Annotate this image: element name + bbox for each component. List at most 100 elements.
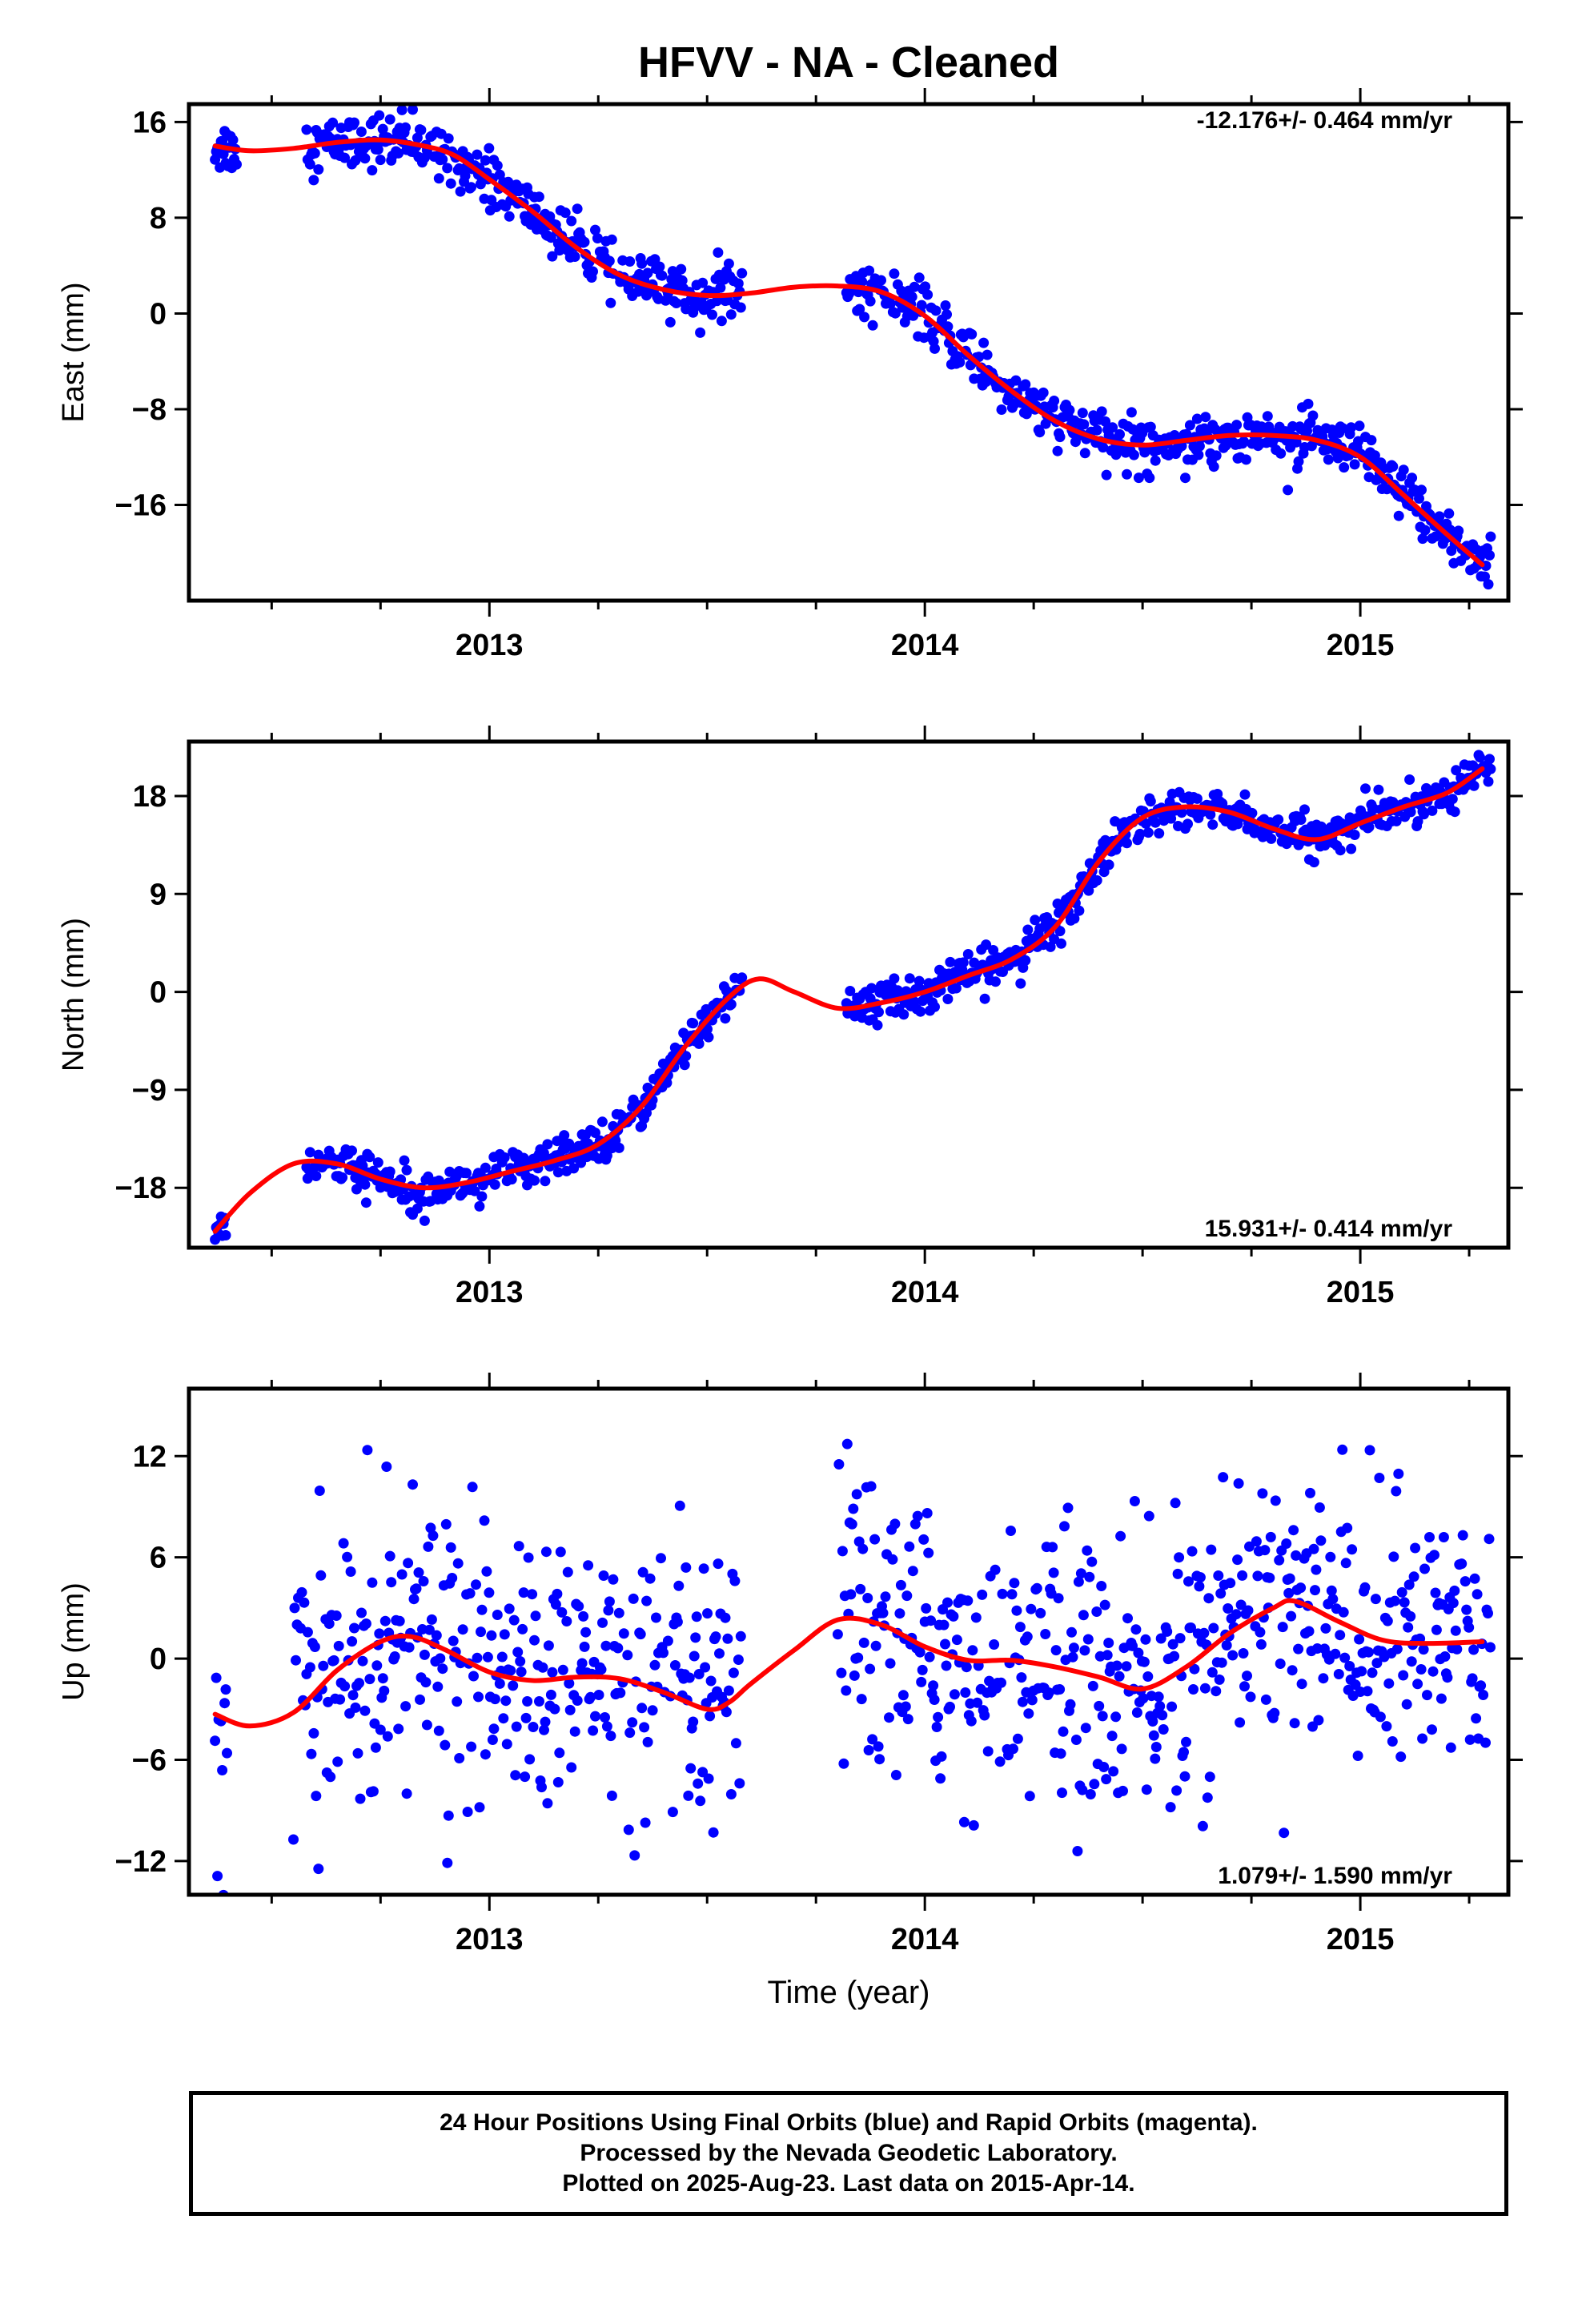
data-point — [1059, 1521, 1070, 1532]
data-point — [337, 1172, 348, 1183]
data-point — [1435, 1693, 1447, 1704]
data-point — [211, 1672, 222, 1683]
data-point — [644, 1573, 656, 1584]
data-point — [636, 258, 648, 269]
data-point — [1067, 1651, 1078, 1663]
data-point — [375, 155, 386, 166]
data-point — [1296, 1679, 1307, 1690]
y-tick-label: 18 — [133, 780, 167, 814]
data-point — [1008, 1743, 1018, 1755]
data-point — [968, 1819, 979, 1831]
data-point — [1114, 428, 1125, 440]
data-point — [1022, 1631, 1033, 1642]
data-point — [624, 256, 636, 267]
data-point — [415, 1694, 425, 1705]
data-point — [1305, 1487, 1315, 1498]
data-point — [1106, 1731, 1118, 1742]
data-point — [489, 1179, 500, 1190]
data-point — [384, 1166, 396, 1177]
data-point — [212, 1871, 223, 1882]
y-tick-label: 0 — [150, 1642, 167, 1676]
data-point — [555, 1546, 566, 1558]
data-point — [1260, 1694, 1271, 1705]
data-point — [1142, 1671, 1154, 1682]
data-point — [1418, 1644, 1429, 1655]
data-point — [1266, 833, 1277, 844]
data-point — [1475, 752, 1485, 763]
data-point — [924, 1651, 935, 1663]
data-point — [1252, 1570, 1263, 1582]
y-tick-label: 6 — [150, 1542, 167, 1575]
data-point — [618, 1628, 629, 1639]
data-point — [838, 1758, 849, 1769]
data-point — [1333, 1669, 1344, 1679]
data-point — [990, 976, 1001, 987]
data-point — [536, 1782, 547, 1793]
east-fit-line — [212, 137, 1485, 568]
data-point — [440, 1739, 451, 1751]
data-point — [511, 1721, 522, 1732]
data-point — [674, 1500, 685, 1511]
data-point — [1158, 1724, 1169, 1735]
data-point — [569, 251, 580, 262]
data-point — [961, 1662, 972, 1673]
data-point — [580, 1626, 592, 1638]
data-point — [951, 1634, 962, 1646]
data-point — [1144, 472, 1155, 484]
y-tick-label: 12 — [133, 1440, 167, 1474]
data-point — [1098, 442, 1109, 453]
data-point — [1387, 1736, 1398, 1747]
data-point — [1451, 765, 1462, 776]
data-point — [583, 1560, 594, 1571]
data-point — [552, 1588, 563, 1599]
data-point — [613, 1607, 624, 1618]
data-point — [859, 312, 870, 323]
data-point — [315, 1570, 327, 1581]
data-point — [217, 1765, 228, 1775]
data-point — [364, 1674, 375, 1685]
x-tick-label: 2015 — [1327, 1923, 1395, 1956]
data-point — [1048, 1567, 1059, 1578]
data-point — [851, 1489, 862, 1500]
north-points — [210, 750, 1496, 1245]
data-point — [494, 1678, 505, 1689]
data-point — [568, 1163, 580, 1174]
data-point — [940, 300, 951, 311]
data-point — [857, 276, 868, 287]
data-point — [288, 1834, 299, 1845]
data-point — [530, 1610, 541, 1622]
data-point — [1038, 387, 1049, 398]
data-point — [832, 1629, 843, 1640]
data-point — [572, 203, 583, 215]
data-point — [473, 1691, 484, 1703]
data-point — [1323, 454, 1334, 465]
data-point — [443, 1810, 454, 1821]
data-point — [1273, 814, 1284, 825]
data-point — [1054, 432, 1066, 443]
data-point — [1170, 1498, 1181, 1509]
data-point — [615, 1687, 626, 1699]
data-point — [836, 1667, 847, 1679]
data-point — [889, 973, 900, 984]
data-point — [1058, 1726, 1069, 1737]
data-point — [445, 178, 456, 189]
data-point — [1099, 1599, 1110, 1610]
data-point — [527, 1589, 538, 1600]
data-point — [1057, 1787, 1067, 1799]
data-point — [437, 154, 448, 165]
data-point — [1085, 1789, 1096, 1799]
data-point — [1303, 1626, 1315, 1637]
data-point — [1389, 1595, 1400, 1606]
data-point — [442, 1857, 453, 1868]
data-point — [1281, 1538, 1292, 1549]
data-point — [564, 1704, 576, 1715]
data-point — [1450, 1625, 1461, 1636]
data-point — [949, 1689, 960, 1700]
data-point — [1189, 1663, 1200, 1675]
data-point — [989, 1639, 1000, 1650]
data-point — [915, 1006, 926, 1017]
data-point — [649, 254, 661, 265]
data-point — [347, 1690, 359, 1701]
data-point — [349, 117, 359, 128]
data-point — [578, 1610, 589, 1622]
